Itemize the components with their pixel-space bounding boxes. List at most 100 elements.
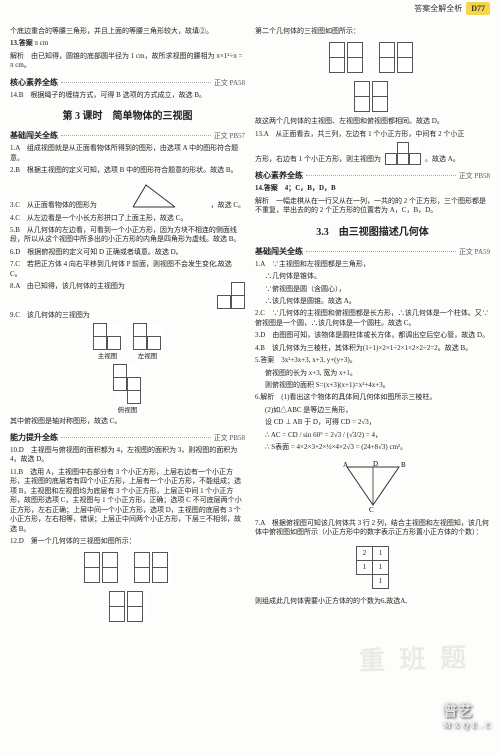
value: π cm	[35, 39, 49, 47]
answer-14: 14.B 根据绳子的缠绕方式，可得 B 选项的方式成立，故选 B。	[10, 91, 245, 100]
item-4: 4.B 该几何体为三棱柱，其体积为(1÷1)×2×1÷2×1×2×2÷2=2。故…	[255, 344, 490, 353]
item-14: 14.答案 4；C，B，D，B	[255, 184, 490, 193]
caption: 主视图	[94, 350, 122, 360]
left-column: 个底边重合的等腰三角形，并且上面的等腰三角形较大，故填②。 13.答案 π cm…	[10, 27, 245, 737]
text: 第二个几何体的三视图如图所示：	[255, 27, 490, 36]
section-row: 基础闯关全练 正文 PB57	[10, 130, 245, 141]
text: 8.A 由已知得，该几何体的主视图为	[10, 282, 213, 291]
item-14-exp: 解析 一幅走棋从在一行又从在一列，一共的的 2 个正方形，三个图形都是不重复，举…	[255, 197, 490, 216]
right-column: 第二个几何体的三视图如图所示： 故这两个几何体的主视图、左视图和俯视图都相同。故…	[255, 27, 490, 737]
page-header: 答案全解全析 D77	[0, 0, 500, 19]
svg-text:D: D	[373, 460, 378, 468]
dots	[306, 175, 456, 176]
top-view: 俯视图	[114, 365, 142, 414]
grid-13	[385, 142, 421, 164]
figure-12-views	[10, 552, 245, 582]
dots	[61, 82, 211, 83]
figure-r1b	[255, 81, 490, 111]
header-label: 答案全解全析	[414, 3, 462, 14]
number-grid-figure: 21 11 1	[255, 544, 490, 591]
explain-13: 解析 由已知得，圆锥的底部圆半径为 1 cm，故所求视图的腰相为 π×1²÷π …	[10, 52, 245, 71]
text: 故这两个几何体的主视图、左视图和俯视图都相同。故选 D。	[255, 117, 490, 126]
text: 个底边重合的等腰三角形，并且上面的等腰三角形较大，故填②。	[10, 27, 245, 36]
lesson-3-title: 第 3 课时 简单物体的三视图	[10, 107, 245, 122]
section-row: 核心素养全练 正文 PA58	[10, 77, 245, 88]
answer-13: 13.答案 π cm	[10, 39, 245, 48]
item-7b: 则组成此几何体需要小正方体的的个数为6,故选A,	[255, 597, 490, 606]
top-view-figure: 俯视图	[10, 365, 245, 414]
brand-sub: MXQE.C	[443, 721, 494, 730]
section-name: 核心素养全练	[255, 170, 303, 181]
item-3: 3.C 从正面看物体的图形为 ，故选 C。	[10, 179, 245, 211]
svg-text:B: B	[401, 461, 406, 469]
item-8: 8.A 由已知得，该几何体的主视图为	[10, 282, 245, 308]
section-3-3-title: 3.3 由三视图描述几何体	[255, 223, 490, 238]
item-1b: ∴几何体是锥体。	[255, 272, 490, 281]
item-6c: 设 CD ⊥ AB 于 D，可得 CD = 2√3，	[255, 418, 490, 427]
item-2: 2.B 根据主视图的定义可知，选项 B 中的图形符合题意的形状。故选 B。	[10, 166, 245, 175]
figure-12-top	[10, 591, 245, 621]
grid-b	[135, 552, 171, 582]
item-5b: 俯视图的长为 x+3, 宽为 x+1。	[255, 369, 490, 378]
triangle-abc-figure: A D B C	[255, 459, 490, 513]
section-name: 基础闯关全练	[10, 130, 58, 141]
page-number-badge: D77	[466, 2, 490, 15]
section-ref: 正文 PA58	[214, 78, 245, 88]
item-6a: 6.解析 (1)看出这个物体的具体同几何体如图所示三棱柱。	[255, 393, 490, 402]
item-6b: (2)如△ABC 是等边三角形，	[255, 406, 490, 415]
section-row: 核心素养全练 正文 PB58	[255, 170, 490, 181]
item-1: 1.A 组成视图就是从正面看物体所得到的图形，由选项 A 中的图形符合题意。	[10, 144, 245, 163]
item-2: 2.C ∵几何体的主视图和俯视图都是长方形，∴该几何体是一个柱体。又∵俯视图是一…	[255, 309, 490, 328]
section-name: 能力提升全练	[10, 432, 58, 443]
section-ref: 正文 PB58	[214, 433, 245, 443]
main-view: 主视图	[94, 324, 122, 360]
item-5: 5.B 从几何体的左边看，可看到一个小正方形，因为方块不相连的侧面线段，所以从这…	[10, 226, 245, 245]
three-views-figure: 主视图 左视图	[10, 324, 245, 360]
item-11: 11.B 选用 A，主视图中右部分有 3 个小正方形，上层右边有一个小正方形，主…	[10, 468, 245, 534]
caption: 左视图	[134, 350, 162, 360]
item-9: 9.C 该几何体的三视图为	[10, 311, 245, 320]
section-ref: 正文 PB57	[214, 131, 245, 141]
text: ，故选 C。	[211, 201, 245, 210]
triangle-figure	[131, 181, 177, 209]
section-row: 基础闯关全练 正文 PA59	[255, 246, 490, 257]
item-1d: ∴该几何体是圆锥。故选 A。	[255, 297, 490, 306]
number-grid: 21 11 1	[356, 546, 389, 589]
text: 方形，右边有 1 个小正方形，则主视图为	[255, 155, 381, 164]
page-body: 个底边重合的等腰三角形，并且上面的等腰三角形较大，故填②。 13.答案 π cm…	[0, 19, 500, 755]
grid-a	[330, 42, 366, 72]
item-1c: ∵俯视图是圆（含圆心），	[255, 285, 490, 294]
item-12: 12.D 第一个几何体的三视图如图所示：	[10, 537, 245, 546]
text: 3.C 从正面看物体的图形为	[10, 201, 97, 210]
grid-c	[110, 591, 146, 621]
grid-c	[355, 81, 391, 111]
item-9b: 其中俯视图是轴对称图形，故选 C。	[10, 417, 245, 426]
item-6d: ∴ S表面 = 4×2×3+2×½×4×2√3 = (24+8√3) cm²。	[255, 443, 490, 452]
text: 。故选 A。	[425, 155, 460, 164]
caption: 俯视图	[114, 404, 142, 414]
svg-text:C: C	[369, 506, 374, 513]
figure-r1	[255, 42, 490, 72]
item-6: 6.D 根据俯视图的定义可知 D 正确或者填意。故选 D。	[10, 248, 245, 257]
item-7: 7.C 若把正方体 4 向右平移到几何体 P 前面，则视图不会发生变化,故选 C…	[10, 260, 245, 279]
grid-a	[85, 552, 121, 582]
item-4: 4.C 从左边看是一个小长方形拼口了上面主形，故选 C。	[10, 214, 245, 223]
item-10: 10.D 主视图与俯视图的面积都为 4，左视图的面积为 3，则视图的面积为 4，…	[10, 446, 245, 465]
item-5a: 5.答案 3x²+3x+3, x+3, y+(y+3)。	[255, 356, 490, 365]
item-3: 3.D 由图图可知，该物体是圆柱体或长方体，都调出空后空心管，故选 D。	[255, 331, 490, 340]
grid-b	[380, 42, 416, 72]
section-ref: 正文 PA59	[459, 247, 490, 257]
section-row: 能力提升全练 正文 PB58	[10, 432, 245, 443]
left-view: 左视图	[134, 324, 162, 360]
svg-text:A: A	[343, 461, 348, 469]
section-name: 基础闯关全练	[255, 246, 303, 257]
item-13b: 方形，右边有 1 个小正方形，则主视图为 。故选 A。	[255, 142, 490, 164]
dots	[306, 251, 456, 252]
dots	[61, 135, 211, 136]
brand-watermark: 普艺 MXQE.C	[443, 701, 494, 730]
item-6eq: ∴ AC = CD / sin 60° = 2√3 / (√3/2) = 4，	[255, 431, 490, 440]
label: 13.答案	[10, 39, 33, 47]
item-1a: 1.A ∵主视图和左视图都是三角形，	[255, 260, 490, 269]
triangle-svg: A D B C	[333, 459, 413, 513]
dots	[61, 437, 211, 438]
